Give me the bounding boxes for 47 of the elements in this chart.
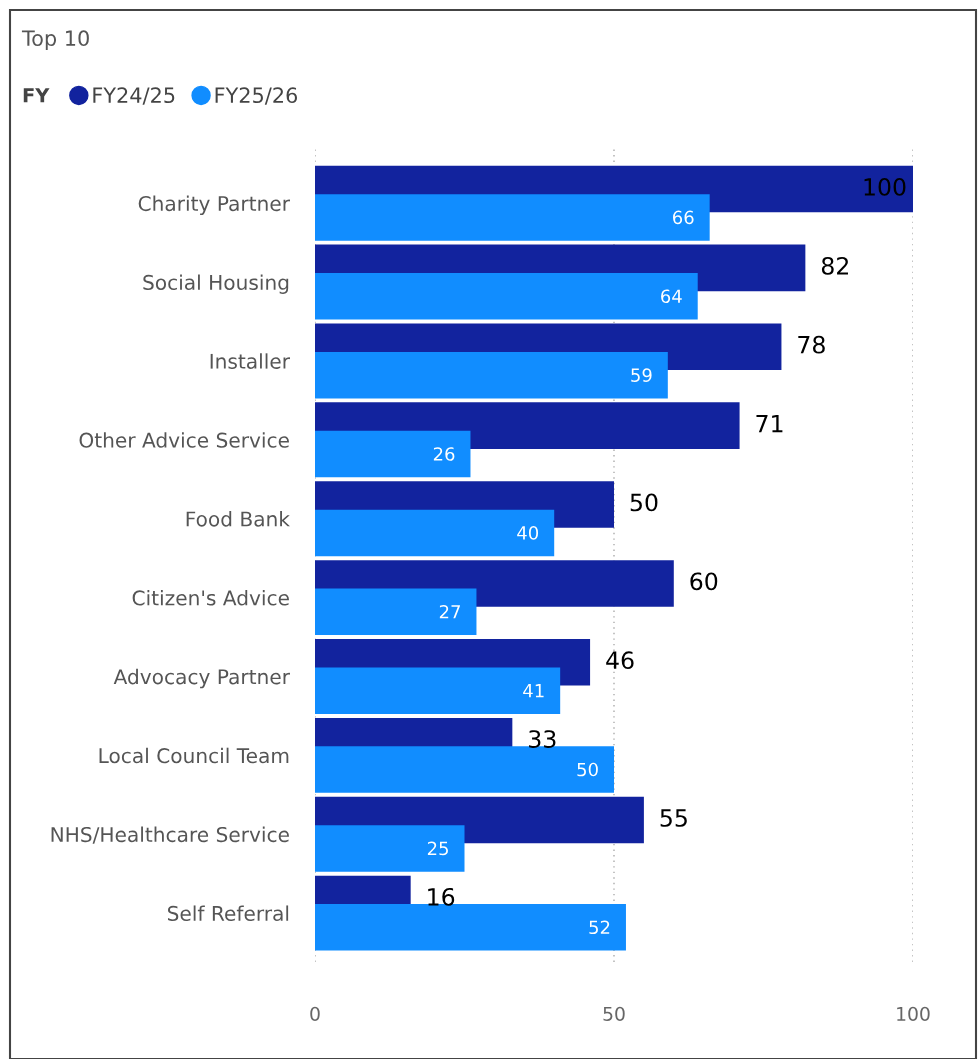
y-tick-label: Citizen's Advice — [132, 589, 289, 606]
y-tick-label: NHS/Healthcare Service — [51, 826, 289, 844]
data-label: 50 — [630, 493, 658, 512]
data-label: 46 — [606, 651, 634, 670]
bar — [315, 430, 471, 478]
x-tick-label: 0 — [310, 1006, 320, 1021]
data-label: 41 — [523, 684, 544, 698]
data-label: 55 — [660, 809, 687, 827]
bar — [315, 273, 698, 320]
data-label: 16 — [428, 887, 455, 906]
y-tick-label: Self Referral — [167, 905, 289, 922]
data-label: 50 — [577, 762, 598, 777]
data-label: 25 — [427, 841, 448, 856]
y-tick-label: Other Advice Service — [79, 432, 289, 448]
data-label: 60 — [690, 572, 718, 591]
data-label: 100 — [864, 178, 906, 196]
bar — [315, 588, 477, 636]
y-tick-label: Local Council Team — [99, 747, 289, 764]
bar — [315, 351, 668, 399]
data-label: 71 — [756, 414, 783, 433]
y-tick-label: Advocacy Partner — [113, 668, 290, 689]
data-label: 59 — [631, 368, 652, 382]
y-tick-label: Food Bank — [186, 511, 290, 527]
y-tick-label: Installer — [210, 353, 290, 369]
legend-title: FY — [23, 88, 50, 103]
bar — [315, 667, 561, 714]
data-label: 78 — [798, 335, 825, 354]
data-label: 52 — [589, 920, 610, 935]
bar — [315, 194, 710, 241]
text: Top 10 — [21, 30, 89, 51]
data-label: 26 — [433, 447, 455, 461]
bar — [315, 825, 465, 872]
legend-label: FY25/26 — [215, 87, 298, 105]
x-tick-label: 100 — [897, 1006, 930, 1021]
data-label: 64 — [661, 289, 682, 304]
y-tick-label: Charity Partner — [138, 195, 290, 216]
bar — [315, 509, 555, 557]
x-tick-label: 50 — [603, 1006, 625, 1021]
data-label: 40 — [517, 526, 539, 540]
bar — [315, 904, 626, 951]
data-label: 33 — [529, 730, 556, 748]
data-label: 82 — [821, 256, 848, 275]
legend-label: FY24/25 — [93, 87, 175, 105]
data-label: 66 — [673, 210, 694, 225]
bar — [315, 746, 614, 793]
y-tick-label: Social Housing — [143, 274, 289, 294]
data-label: 27 — [439, 604, 460, 619]
